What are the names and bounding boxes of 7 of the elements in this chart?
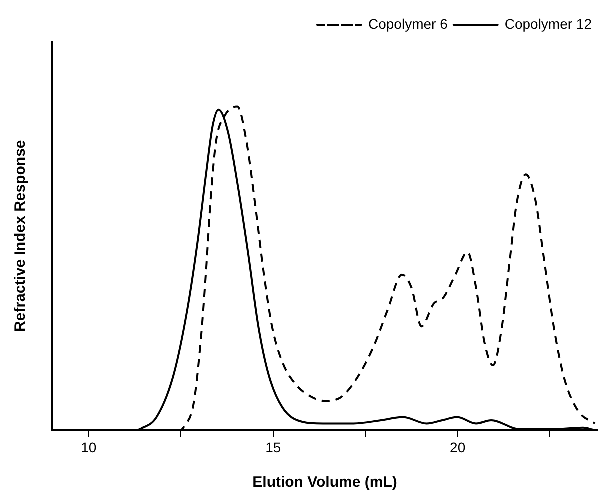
x-tick-label: 20 bbox=[450, 439, 466, 456]
y-axis-title: Refractive Index Response bbox=[12, 140, 30, 332]
legend-label: Copolymer 12 bbox=[504, 16, 592, 32]
x-tick-label: 10 bbox=[81, 439, 97, 456]
x-axis-title: Elution Volume (mL) bbox=[252, 474, 398, 492]
legend-label: Copolymer 6 bbox=[368, 16, 448, 32]
x-tick-label: 15 bbox=[266, 439, 282, 456]
